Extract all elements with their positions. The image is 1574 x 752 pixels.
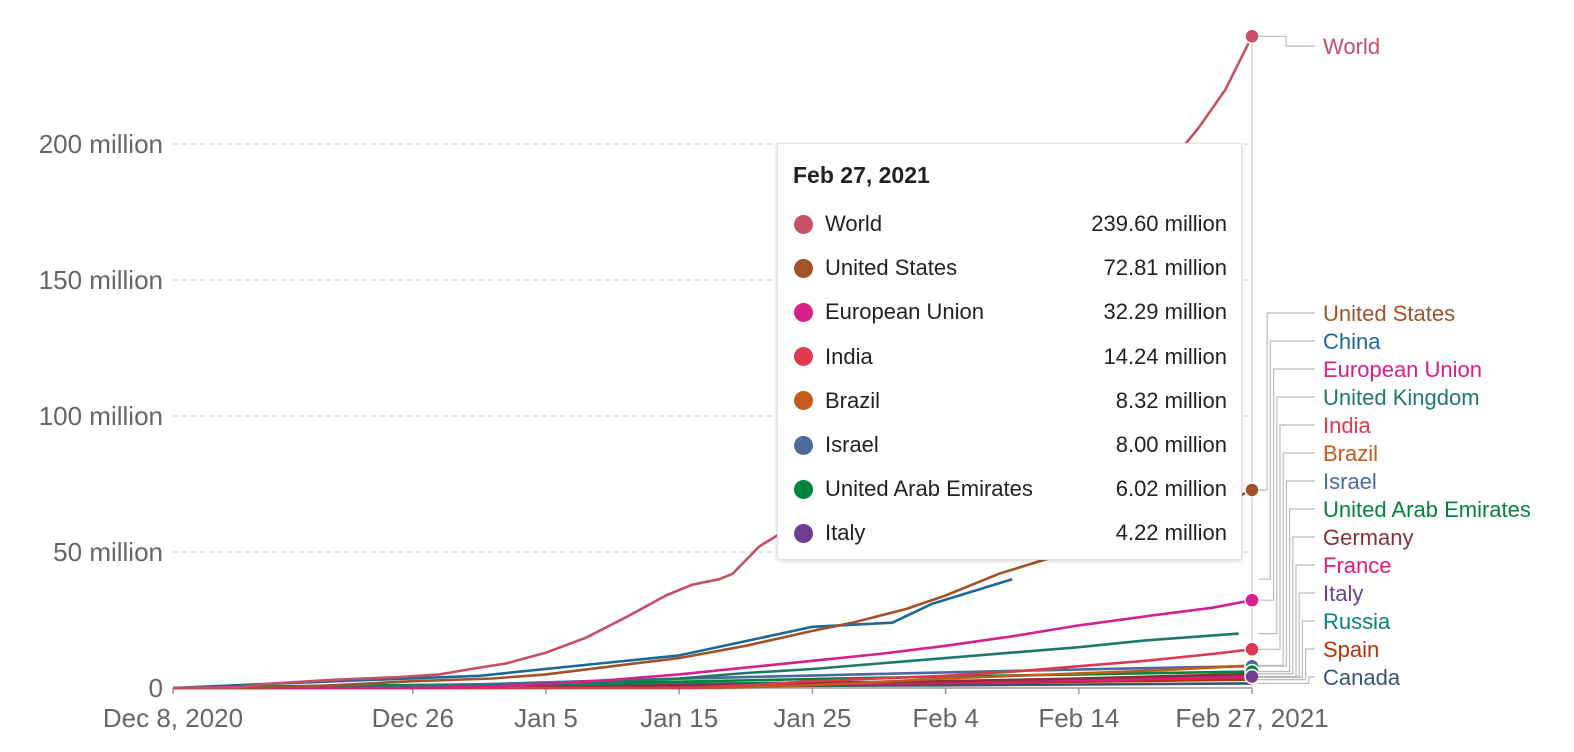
legend-connector — [1258, 648, 1315, 681]
x-tick-label: Feb 4 — [912, 703, 979, 733]
legend-label[interactable]: World — [1323, 34, 1380, 59]
legend-connector — [1258, 340, 1315, 580]
tooltip-series-name: European Union — [825, 299, 985, 325]
x-tick-label: Jan 15 — [640, 703, 718, 733]
series-color-dot-icon — [794, 479, 813, 499]
series-color-dot-icon — [794, 302, 813, 322]
series-color-dot-icon — [794, 347, 813, 367]
y-tick-label: 0 — [149, 673, 163, 703]
y-tick-label: 50 million — [53, 537, 163, 567]
legend-label[interactable]: Spain — [1323, 637, 1379, 662]
tooltip-row: India 14.24 million — [793, 335, 1227, 379]
legend-label[interactable]: Israel — [1323, 469, 1377, 494]
legend-label[interactable]: Italy — [1323, 581, 1363, 606]
tooltip-series-name: Italy — [825, 520, 866, 546]
tooltip-row: United States 72.81 million — [793, 246, 1227, 290]
tooltip-series-value: 72.81 million — [1103, 255, 1227, 281]
legend-connector — [1258, 592, 1315, 678]
x-axis: Dec 8, 2020 Dec 26 Jan 5 Jan 15 Jan 25 Feb 4 F… — [103, 687, 1329, 733]
x-tick-label: Dec 8, 2020 — [103, 703, 243, 733]
tooltip-series-value: 8.00 million — [1115, 432, 1227, 458]
end-marker[interactable] — [1244, 592, 1260, 608]
legend-label[interactable]: Brazil — [1323, 441, 1378, 466]
legend-connector — [1258, 508, 1315, 673]
legend-label[interactable]: India — [1323, 413, 1371, 438]
legend-label[interactable]: China — [1323, 329, 1381, 354]
end-marker[interactable] — [1244, 668, 1260, 685]
series-color-dot-icon — [794, 435, 813, 455]
legend-connector — [1258, 35, 1315, 47]
legend-connector — [1258, 536, 1315, 675]
series-line — [172, 577, 1013, 690]
legend-connector — [1258, 368, 1315, 601]
end-marker[interactable] — [1244, 28, 1260, 45]
y-axis-tick-labels: 0 50 million 100 million 150 million 200 mil… — [39, 129, 163, 703]
tooltip-row: European Union 32.29 million — [793, 290, 1227, 334]
tooltip-row: Italy 4.22 million — [793, 511, 1227, 555]
tooltip-row: World 239.60 million — [793, 202, 1227, 246]
legend-label[interactable]: France — [1323, 553, 1391, 578]
legend-connector — [1258, 396, 1315, 635]
legend-label[interactable]: Russia — [1323, 609, 1391, 634]
y-tick-label: 150 million — [39, 265, 163, 295]
tooltip-row: Israel 8.00 million — [793, 423, 1227, 467]
x-tick-label: Feb 14 — [1038, 703, 1119, 733]
tooltip-row: Brazil 8.32 million — [793, 379, 1227, 423]
y-tick-label: 200 million — [39, 129, 163, 159]
legend-connector — [1258, 480, 1315, 667]
tooltip-date: Feb 27, 2021 — [793, 162, 930, 188]
series-line — [173, 664, 1253, 690]
legend-label[interactable]: European Union — [1323, 357, 1482, 382]
tooltip-series-value: 14.24 million — [1103, 343, 1227, 369]
tooltip-series-value: 239.60 million — [1091, 211, 1227, 237]
legend-label[interactable]: United Kingdom — [1323, 385, 1480, 410]
tooltip-series-name: World — [825, 211, 883, 237]
series-color-dot-icon — [794, 391, 813, 411]
legend-connector — [1258, 312, 1315, 491]
legend: World United States China European Union Uni… — [1258, 34, 1531, 690]
tooltip-series-name: Israel — [825, 432, 879, 458]
x-tick-label: Jan 5 — [514, 703, 578, 733]
x-tick-label: Feb 27, 2021 — [1175, 703, 1328, 733]
legend-connector — [1258, 452, 1315, 666]
legend-label[interactable]: Germany — [1323, 525, 1413, 550]
hover-tooltip: Feb 27, 2021 World 239.60 million United S… — [777, 143, 1242, 560]
tooltip-series-name: United States — [825, 255, 958, 281]
series-color-dot-icon — [794, 523, 813, 543]
tooltip-series-value: 4.22 million — [1115, 520, 1227, 546]
series-color-dot-icon — [794, 214, 813, 234]
tooltip-series-value: 8.32 million — [1115, 387, 1227, 413]
legend-label[interactable]: Canada — [1323, 665, 1401, 690]
y-tick-label: 100 million — [39, 401, 163, 431]
tooltip-series-value: 6.02 million — [1115, 476, 1227, 502]
series-line — [173, 598, 1253, 690]
tooltip-series-name: United Arab Emirates — [825, 476, 1033, 502]
series-line — [173, 648, 1253, 690]
series-color-dot-icon — [794, 258, 813, 278]
tooltip-row: United Arab Emirates 6.02 million — [793, 467, 1227, 511]
legend-label[interactable]: United States — [1323, 301, 1455, 326]
tooltip-series-value: 32.29 million — [1103, 299, 1227, 325]
x-tick-label: Jan 25 — [773, 703, 851, 733]
tooltip-series-name: India — [825, 343, 873, 369]
legend-label[interactable]: United Arab Emirates — [1323, 497, 1531, 522]
legend-connector — [1258, 620, 1315, 678]
end-marker[interactable] — [1244, 641, 1260, 658]
end-marker[interactable] — [1244, 482, 1260, 498]
x-tick-label: Dec 26 — [372, 703, 454, 733]
legend-connector — [1258, 424, 1315, 650]
legend-connector — [1258, 676, 1315, 684]
tooltip-series-name: Brazil — [825, 387, 881, 413]
tooltip-rows: World 239.60 million United States 72.81 mi… — [793, 202, 1227, 556]
